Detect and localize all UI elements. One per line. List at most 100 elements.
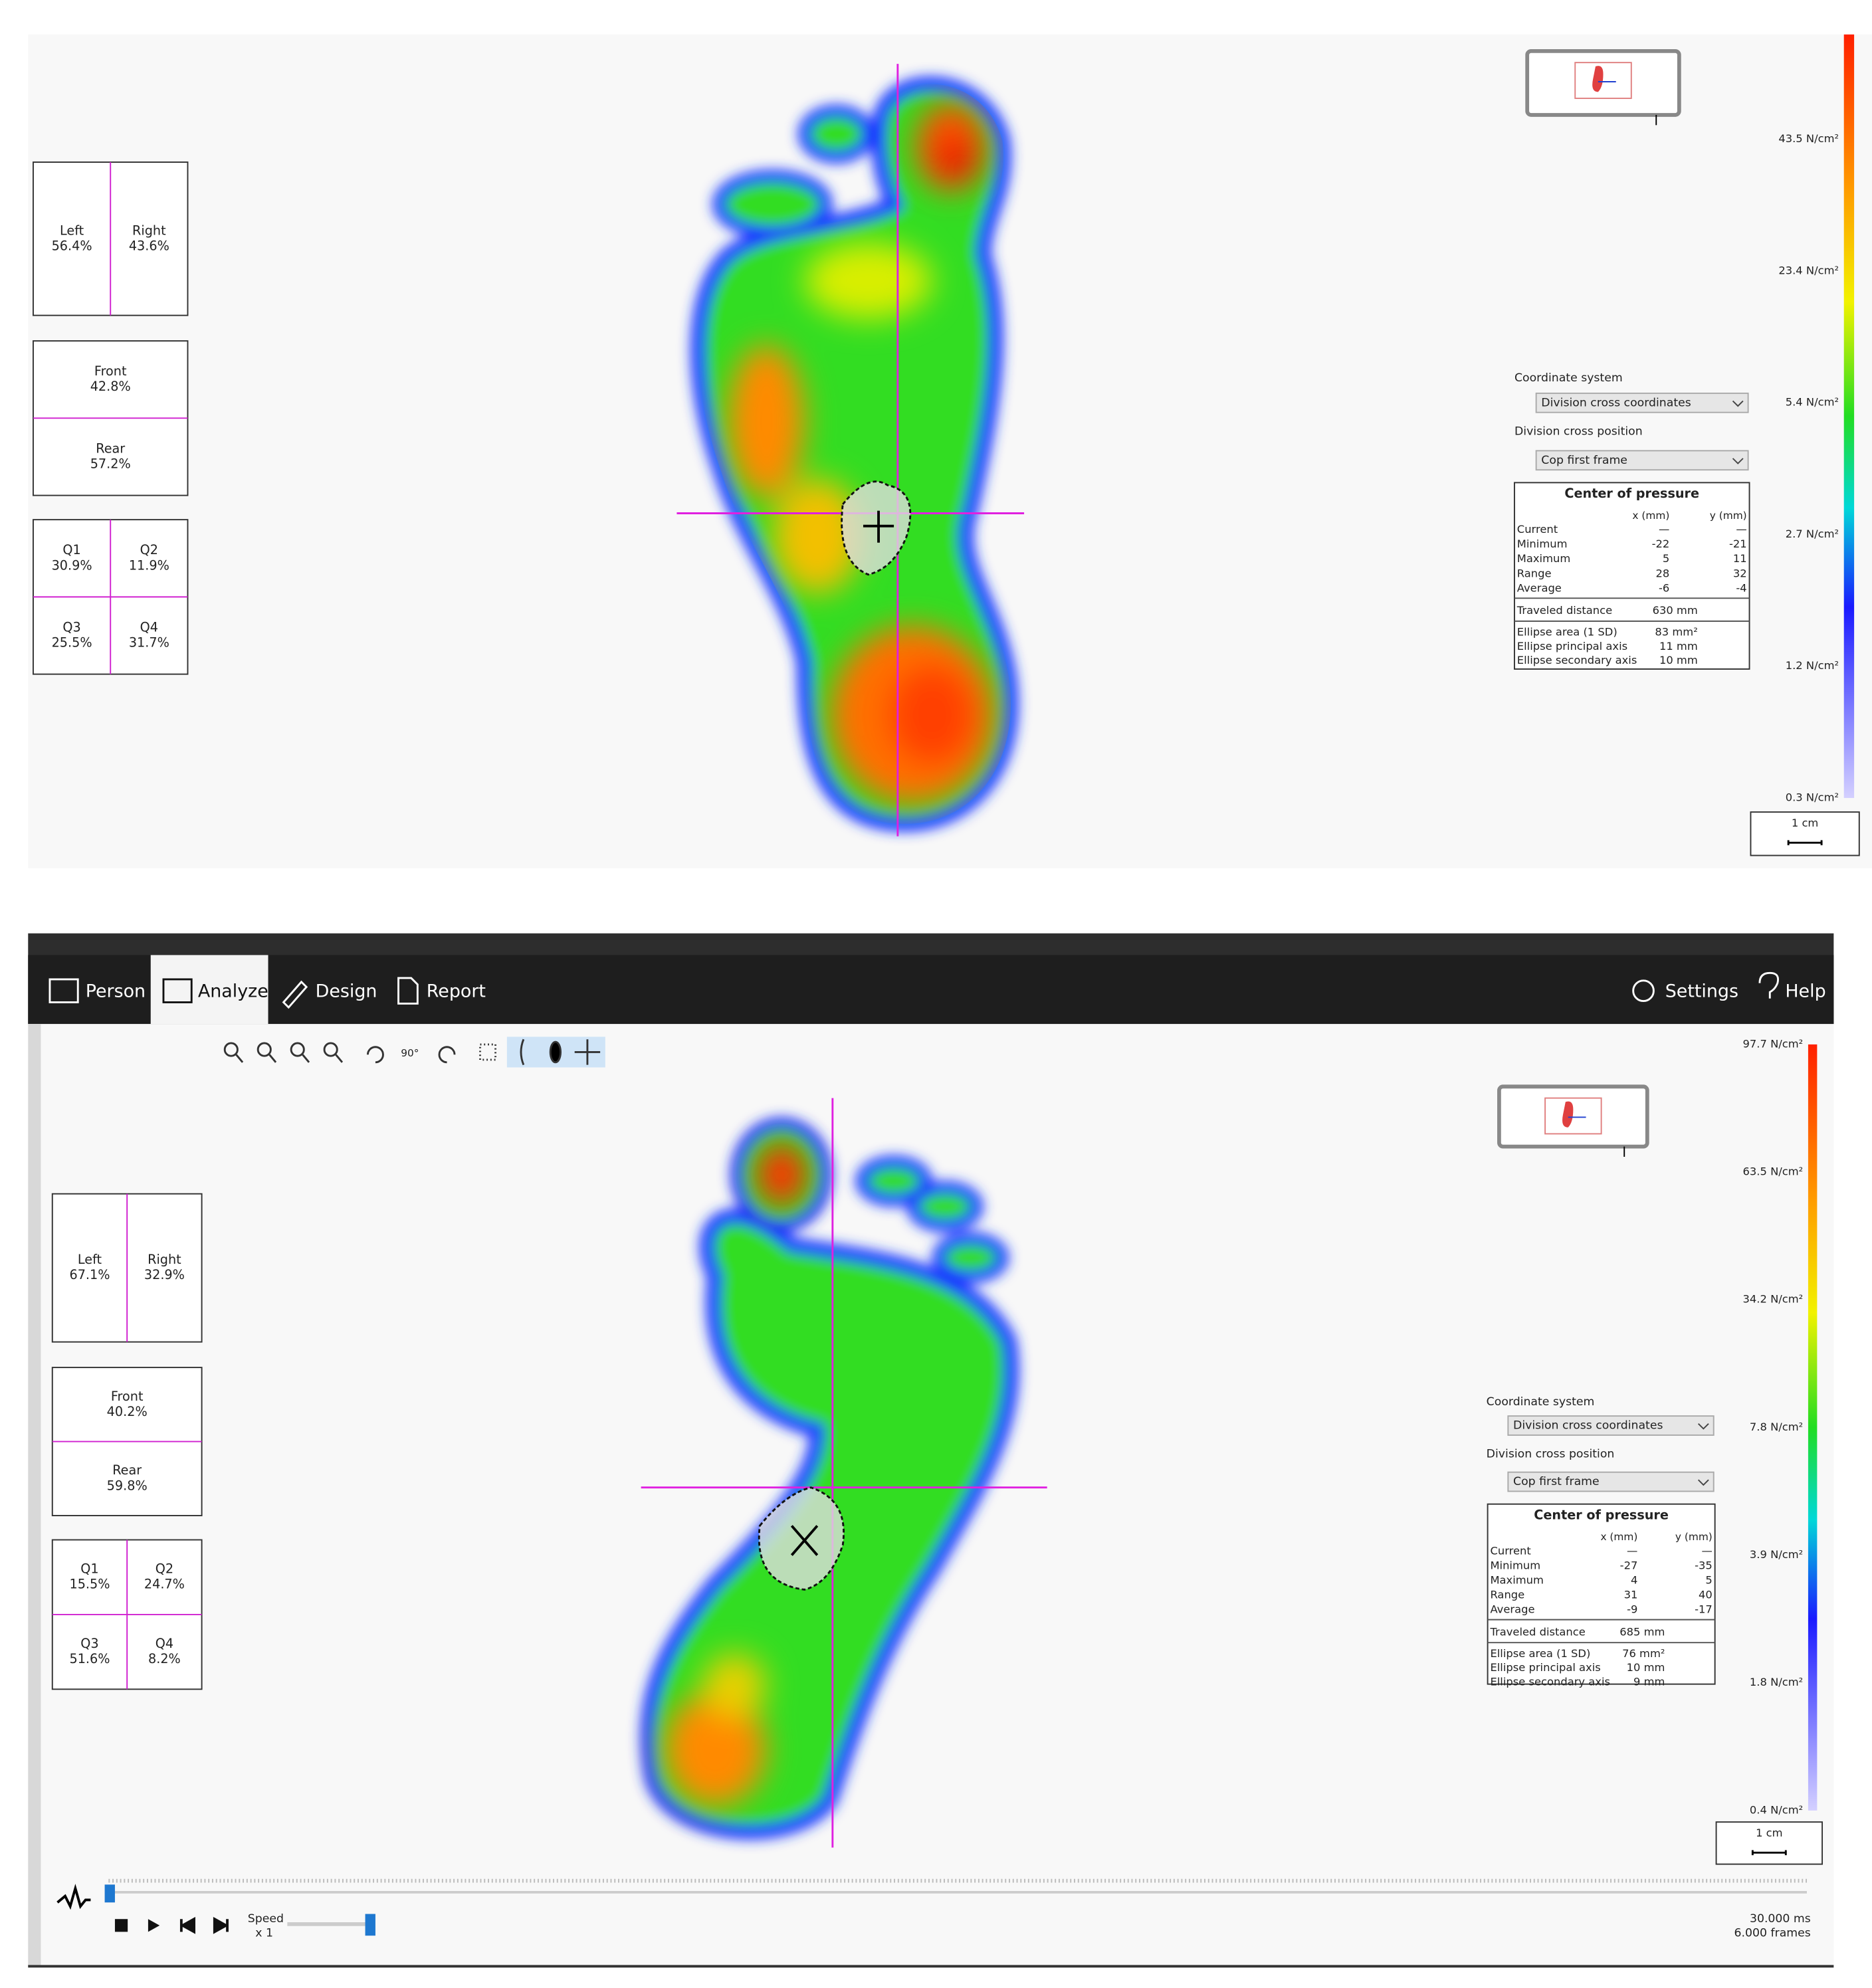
field-label: Coordinate system [1514,371,1623,385]
dropdown-value: Division cross coordinates [1541,396,1691,409]
row-label: Maximum [1490,1573,1543,1586]
cell-value: 8.2% [148,1651,181,1666]
scale-label: 34.2 N/cm² [1743,1293,1804,1306]
cell-value: 30.9% [52,557,92,573]
row-value: -27 [1620,1559,1638,1571]
row-label: Minimum [1490,1559,1540,1571]
cell-label: Right [148,1252,181,1267]
row-value: 9 mm [1633,1675,1665,1688]
duration: 30.000 ms [1750,1912,1811,1926]
scale-label: 1.2 N/cm² [1786,659,1839,672]
tab[interactable]: Design [316,981,377,1002]
dropdown-arrow [1732,458,1744,464]
row-value: -22 [1652,538,1670,550]
color-scale [1843,34,1855,799]
cop-table [1487,1503,1716,1685]
row-value: 76 mm² [1622,1647,1665,1660]
row-value: 685 mm [1619,1625,1665,1638]
cell-label: Q2 [140,542,158,557]
row-label: Range [1490,1589,1524,1601]
cell-label: Rear [112,1462,142,1478]
cop-title: Center of pressure [1564,486,1699,501]
scale-label: 0.3 N/cm² [1786,791,1839,804]
side-strip [28,1024,41,1967]
dropdown-value: Cop first frame [1513,1475,1600,1488]
scale-bar-label: 1 cm [1792,817,1818,829]
row-value: 4 [1631,1573,1637,1586]
row-label: Average [1517,581,1562,594]
row-value: 40 [1699,1589,1713,1601]
row-label: Ellipse principal axis [1490,1661,1600,1674]
row-value: 10 mm [1659,654,1698,666]
scale-label: 23.4 N/cm² [1778,264,1839,276]
row-value: 11 [1733,552,1747,565]
row-label: Traveled distance [1516,604,1612,617]
cell-value: 51.6% [69,1651,110,1666]
row-value: 10 mm [1627,1661,1665,1674]
cell-label: Q1 [62,542,80,557]
row-value: 630 mm [1653,604,1698,617]
thumbnail-inner [1574,62,1632,99]
view-toolbar[interactable] [223,1037,605,1068]
frames: 6.000 frames [1734,1926,1811,1939]
row-value: 5 [1663,552,1669,565]
scale-label: 5.4 N/cm² [1786,396,1839,409]
row-value: — [1701,1544,1712,1557]
cell-value: 11.9% [129,557,169,573]
scale-bar [1751,1850,1787,1856]
tab[interactable]: Report [427,981,486,1002]
cell-label: Q3 [62,619,80,635]
row-label: Average [1490,1603,1534,1616]
row-value: 11 mm [1659,640,1698,652]
dropdown-value: Cop first frame [1541,454,1627,467]
cop-title: Center of pressure [1534,1507,1669,1522]
speed-label: Speed [248,1912,284,1926]
row-label: Ellipse area (1 SD) [1517,626,1617,639]
dropdown[interactable] [1535,392,1749,413]
cell-label: Front [94,363,127,379]
tab-icons [49,971,1779,1009]
tab[interactable]: Analyze [198,981,268,1002]
row-value: — [1627,1544,1637,1557]
row-value: 5 [1705,1573,1712,1586]
dropdown[interactable] [1507,1415,1715,1436]
cell-label: Q1 [80,1561,98,1577]
field-label: Coordinate system [1487,1395,1595,1409]
row-label: Maximum [1517,552,1570,565]
dropdown[interactable] [1507,1471,1715,1492]
cell-label: Q2 [156,1561,173,1577]
scale-label: 3.9 N/cm² [1750,1548,1803,1561]
dropdown[interactable] [1535,450,1749,471]
cell-label: Right [132,223,166,238]
cell-value: 59.8% [107,1478,148,1493]
scale-label: 43.5 N/cm² [1778,132,1839,145]
cell-label: Q3 [80,1636,98,1651]
cell-value: 40.2% [107,1404,148,1419]
row-value: -6 [1659,581,1669,594]
cell-value: 67.1% [69,1267,110,1282]
row-label: Ellipse principal axis [1517,640,1627,652]
scale-label: 97.7 N/cm² [1743,1037,1804,1050]
scale-label: 63.5 N/cm² [1743,1165,1804,1178]
cell-value: 32.9% [144,1267,185,1282]
help-button[interactable]: Help [1785,981,1825,1002]
dropdown-value: Division cross coordinates [1513,1419,1663,1433]
cell-value: 24.7% [144,1577,185,1592]
active-tab [150,955,268,1025]
scale-bar [1787,840,1823,846]
scale-bar-box [1715,1821,1823,1865]
playback-controls[interactable] [56,1878,1808,1936]
cop-table [1514,482,1750,670]
dropdown-arrow [1697,1423,1709,1430]
row-label: Current [1517,523,1558,536]
cell-value: 43.6% [129,238,169,253]
cell-label: Left [60,223,84,238]
cell-value: 15.5% [69,1577,110,1592]
cell-label: Q4 [140,619,158,635]
tab[interactable]: Person [86,981,146,1002]
dropdown-arrow [1732,400,1744,407]
scale-bar-label: 1 cm [1756,1827,1782,1839]
cell-label: Q4 [156,1636,173,1651]
settings-button[interactable]: Settings [1665,981,1738,1002]
